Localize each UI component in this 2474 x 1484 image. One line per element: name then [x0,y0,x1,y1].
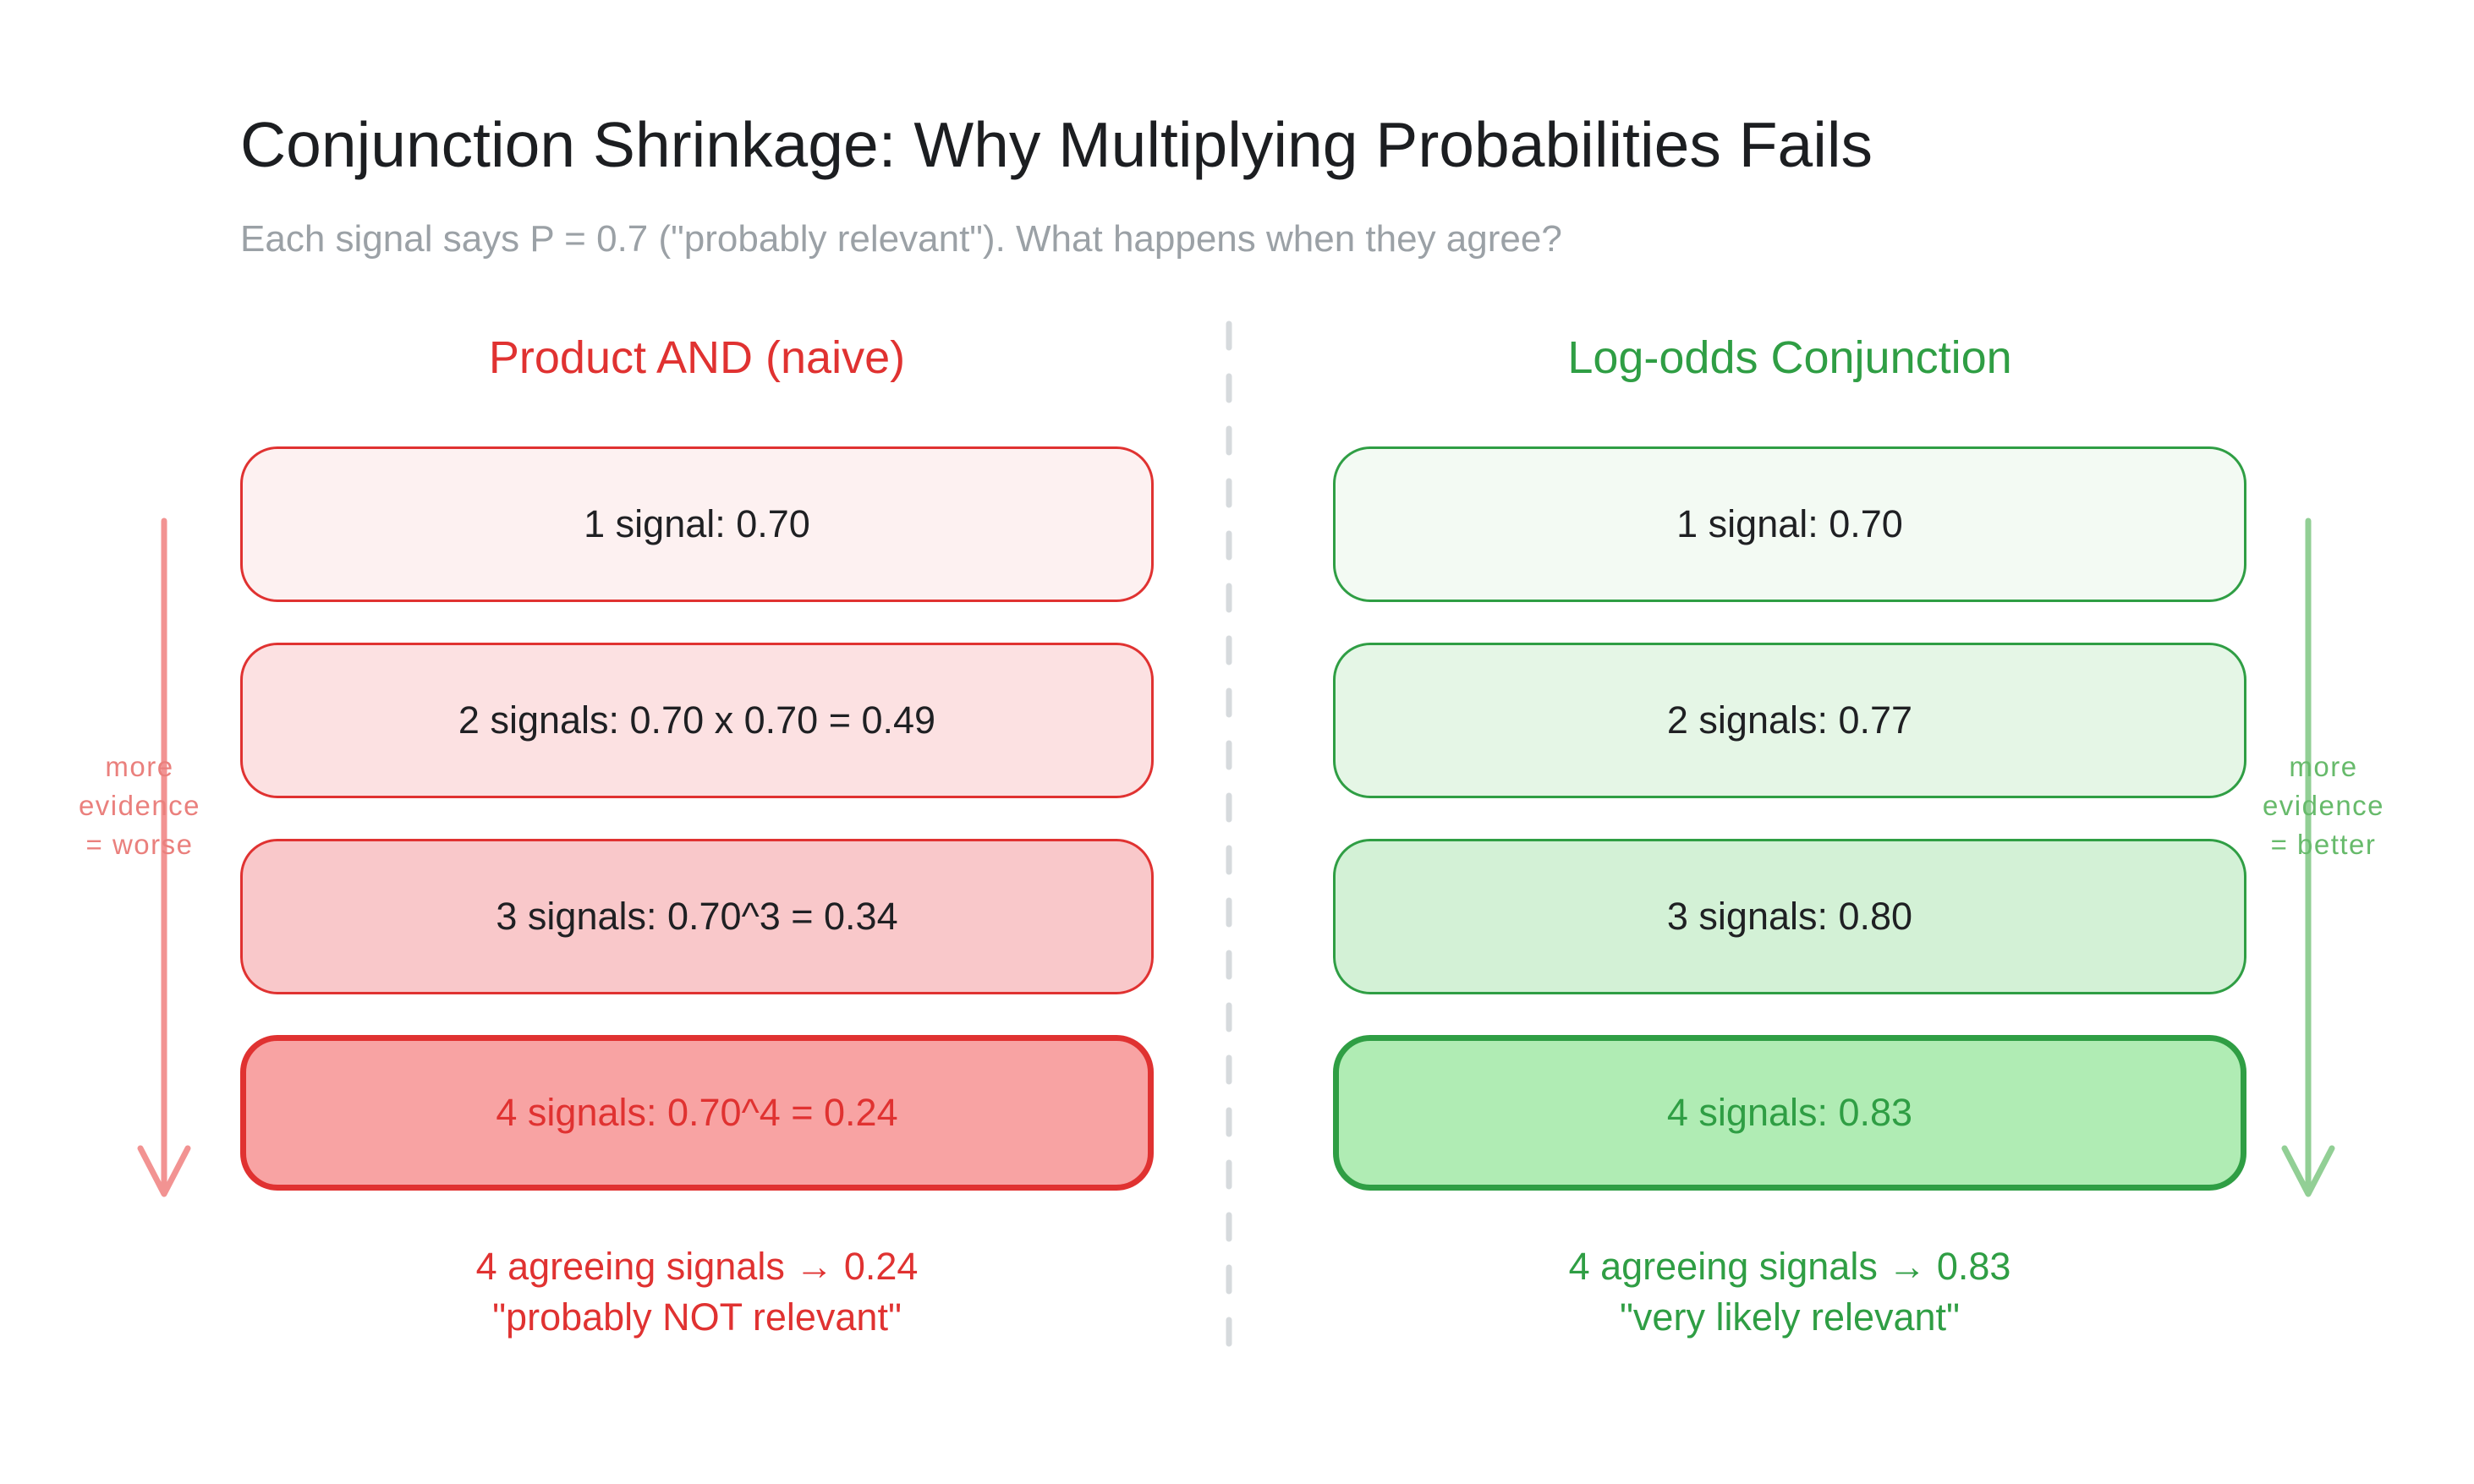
right-arrow-caption: more evidence = better [2188,747,2459,864]
left-arrow-caption-line-1: more [105,751,174,782]
right-down-arrow-icon [2281,517,2335,1197]
left-box-1-signal: 1 signal: 0.70 [240,446,1154,602]
right-arrow-caption-line-3: = better [2270,829,2377,860]
left-box-4-signals: 4 signals: 0.70^4 = 0.24 [240,1035,1154,1191]
left-box-3-signals: 3 signals: 0.70^3 = 0.34 [240,839,1154,994]
right-arrow-caption-line-1: more [2289,751,2358,782]
left-summary-line-1: 4 agreeing signals → 0.24 [475,1245,919,1288]
right-summary: 4 agreeing signals → 0.83 "very likely r… [1333,1241,2246,1343]
left-arrow-caption-line-3: = worse [85,829,194,860]
right-box-2-signals: 2 signals: 0.77 [1333,643,2246,798]
right-box-4-signals: 4 signals: 0.83 [1333,1035,2246,1191]
page-subtitle: Each signal says P = 0.7 ("probably rele… [240,218,1562,260]
left-summary: 4 agreeing signals → 0.24 "probably NOT … [240,1241,1154,1343]
right-column-header: Log-odds Conjunction [1567,332,2012,383]
left-down-arrow-icon [137,517,191,1197]
right-box-1-signal: 1 signal: 0.70 [1333,446,2246,602]
right-arrow-caption-line-2: evidence [2262,790,2385,821]
right-summary-line-1: 4 agreeing signals → 0.83 [1568,1245,2011,1288]
left-arrow-caption-line-2: evidence [78,790,201,821]
left-box-2-signals: 2 signals: 0.70 x 0.70 = 0.49 [240,643,1154,798]
right-summary-line-2: "very likely relevant" [1619,1295,1961,1339]
right-box-3-signals: 3 signals: 0.80 [1333,839,2246,994]
left-arrow-caption: more evidence = worse [4,747,275,864]
center-divider [1226,320,1232,1366]
left-summary-line-2: "probably NOT relevant" [492,1295,902,1339]
page-title: Conjunction Shrinkage: Why Multiplying P… [240,109,1873,180]
left-column-header: Product AND (naive) [488,332,906,383]
